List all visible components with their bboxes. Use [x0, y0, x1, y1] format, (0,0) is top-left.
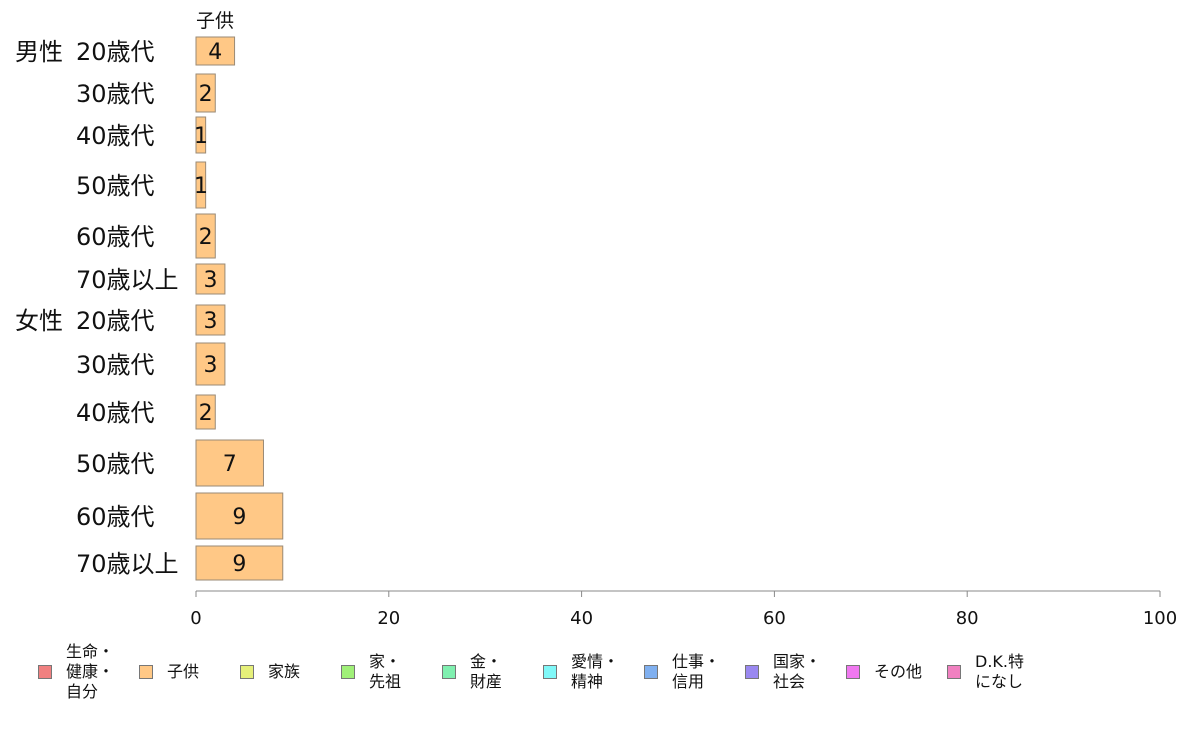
legend-label: 生命・ 健康・ 自分	[66, 642, 115, 701]
legend-item: その他	[846, 662, 922, 682]
category-label: 30歳代	[76, 80, 155, 108]
group-label: 男性	[15, 38, 63, 66]
series-header-label: 子供	[196, 10, 234, 32]
legend-label: その他	[874, 662, 923, 681]
legend-label: 金・ 財産	[470, 652, 503, 691]
legend-item: D.K.特 になし	[947, 652, 1024, 692]
bar	[195, 263, 226, 295]
legend-item: 家・ 先祖	[341, 652, 401, 692]
bar	[195, 342, 226, 386]
category-label: 20歳代	[76, 307, 155, 335]
legend-label: D.K.特 になし	[975, 652, 1024, 691]
bar	[195, 492, 284, 540]
legend-item: 生命・ 健康・ 自分	[38, 642, 114, 702]
data-label: 9	[232, 505, 246, 530]
data-label: 7	[223, 452, 237, 477]
data-label: 3	[203, 268, 217, 293]
bar	[195, 73, 216, 113]
data-label: 2	[199, 401, 213, 426]
bar	[195, 116, 207, 154]
legend-label: 子供	[167, 662, 200, 681]
data-label: 3	[203, 353, 217, 378]
legend-swatch	[644, 665, 658, 679]
legend-item: 子供	[139, 662, 199, 682]
group-label: 女性	[15, 307, 63, 335]
category-label: 60歳代	[76, 503, 155, 531]
bar	[195, 439, 264, 487]
legend-item: 家族	[240, 662, 300, 682]
bar	[195, 304, 226, 336]
x-tick-label: 80	[956, 608, 979, 629]
category-label: 30歳代	[76, 351, 155, 379]
legend-swatch	[745, 665, 759, 679]
x-tick-label: 40	[570, 608, 593, 629]
legend-swatch	[442, 665, 456, 679]
legend-swatch	[947, 665, 961, 679]
x-tick-label: 100	[1143, 608, 1177, 629]
legend: 生命・ 健康・ 自分 子供 家族 家・ 先祖 金・ 財産 愛情・ 精神 仕事・ 信用 国家・ …	[38, 642, 1158, 712]
bar	[195, 36, 236, 66]
category-label: 40歳代	[76, 122, 155, 150]
legend-item: 国家・ 社会	[745, 652, 821, 692]
category-label: 20歳代	[76, 38, 155, 66]
legend-label: 愛情・ 精神	[571, 652, 620, 691]
legend-item: 金・ 財産	[442, 652, 502, 692]
legend-label: 家族	[268, 662, 301, 681]
x-tick-label: 0	[190, 608, 201, 629]
legend-label: 国家・ 社会	[773, 652, 822, 691]
legend-label: 仕事・ 信用	[672, 652, 721, 691]
legend-swatch	[543, 665, 557, 679]
data-label: 9	[232, 552, 246, 577]
legend-label: 家・ 先祖	[369, 652, 402, 691]
category-label: 70歳以上	[76, 550, 179, 578]
bar	[195, 213, 216, 259]
legend-swatch	[139, 665, 153, 679]
legend-swatch	[341, 665, 355, 679]
legend-swatch	[240, 665, 254, 679]
category-label: 70歳以上	[76, 266, 179, 294]
x-tick-label: 20	[377, 608, 400, 629]
x-axis: 0 20 40 60 80 100	[190, 590, 1177, 629]
category-label: 50歳代	[76, 172, 155, 200]
data-label: 3	[203, 309, 217, 334]
data-label: 2	[199, 82, 213, 107]
category-label: 60歳代	[76, 223, 155, 251]
legend-item: 愛情・ 精神	[543, 652, 619, 692]
bar	[195, 161, 207, 209]
data-label: 1	[194, 174, 208, 199]
x-tick-label: 60	[763, 608, 786, 629]
legend-swatch	[846, 665, 860, 679]
category-label: 50歳代	[76, 450, 155, 478]
bar	[195, 394, 216, 430]
bar	[195, 545, 284, 581]
data-label: 4	[208, 40, 222, 65]
legend-item: 仕事・ 信用	[644, 652, 720, 692]
legend-swatch	[38, 665, 52, 679]
data-label: 2	[199, 225, 213, 250]
data-label: 1	[194, 124, 208, 149]
category-label: 40歳代	[76, 399, 155, 427]
